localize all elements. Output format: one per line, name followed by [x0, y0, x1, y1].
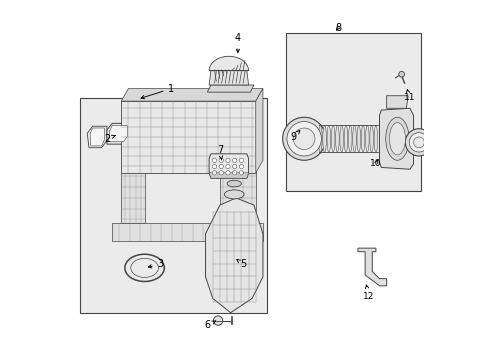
Circle shape	[405, 129, 433, 156]
Bar	[286, 33, 421, 191]
Ellipse shape	[327, 125, 331, 152]
Circle shape	[414, 137, 424, 148]
Polygon shape	[107, 123, 130, 144]
Text: 2: 2	[104, 134, 116, 144]
Polygon shape	[209, 154, 248, 178]
Polygon shape	[122, 173, 145, 223]
Circle shape	[212, 171, 217, 175]
Circle shape	[233, 165, 237, 169]
Ellipse shape	[370, 125, 373, 152]
Circle shape	[212, 165, 217, 169]
Ellipse shape	[348, 125, 352, 152]
Text: 5: 5	[237, 259, 246, 269]
Circle shape	[214, 316, 223, 325]
Text: 11: 11	[403, 90, 415, 102]
Polygon shape	[358, 248, 387, 286]
Circle shape	[287, 122, 321, 156]
Circle shape	[233, 158, 237, 162]
Circle shape	[212, 158, 217, 162]
Polygon shape	[209, 56, 248, 71]
Bar	[80, 98, 267, 313]
Text: 7: 7	[217, 144, 223, 160]
Text: 8: 8	[335, 23, 342, 33]
Circle shape	[239, 171, 244, 175]
Polygon shape	[87, 126, 107, 148]
Ellipse shape	[227, 180, 242, 187]
Ellipse shape	[390, 123, 406, 155]
Polygon shape	[387, 96, 408, 108]
Text: 12: 12	[363, 285, 374, 301]
Circle shape	[226, 165, 230, 169]
Ellipse shape	[336, 125, 339, 152]
Text: 6: 6	[204, 320, 216, 330]
Polygon shape	[220, 173, 256, 223]
Ellipse shape	[357, 125, 361, 152]
Ellipse shape	[374, 125, 378, 152]
Text: 9: 9	[291, 131, 300, 142]
Ellipse shape	[361, 125, 365, 152]
Polygon shape	[205, 198, 263, 313]
Ellipse shape	[386, 117, 409, 160]
Polygon shape	[112, 223, 263, 241]
Polygon shape	[209, 71, 248, 85]
Ellipse shape	[331, 125, 335, 152]
Ellipse shape	[340, 125, 343, 152]
Polygon shape	[209, 173, 248, 178]
Circle shape	[219, 165, 223, 169]
Circle shape	[219, 158, 223, 162]
Text: 10: 10	[370, 159, 382, 168]
Text: 1: 1	[141, 84, 174, 99]
Ellipse shape	[224, 190, 244, 199]
Circle shape	[226, 158, 230, 162]
Ellipse shape	[318, 125, 322, 152]
Polygon shape	[90, 128, 104, 146]
Ellipse shape	[353, 125, 356, 152]
Circle shape	[409, 133, 429, 152]
Circle shape	[239, 158, 244, 162]
Circle shape	[239, 165, 244, 169]
Circle shape	[233, 171, 237, 175]
Polygon shape	[122, 101, 256, 173]
Circle shape	[226, 171, 230, 175]
Circle shape	[294, 128, 315, 149]
Polygon shape	[207, 85, 254, 92]
Circle shape	[283, 117, 326, 160]
Polygon shape	[109, 126, 127, 141]
Text: 3: 3	[148, 259, 164, 269]
Circle shape	[219, 171, 223, 175]
Polygon shape	[256, 89, 263, 173]
Ellipse shape	[323, 125, 326, 152]
Text: 4: 4	[235, 33, 241, 53]
Ellipse shape	[344, 125, 348, 152]
Ellipse shape	[366, 125, 369, 152]
Polygon shape	[122, 89, 263, 101]
Circle shape	[399, 71, 405, 77]
Polygon shape	[379, 108, 414, 169]
